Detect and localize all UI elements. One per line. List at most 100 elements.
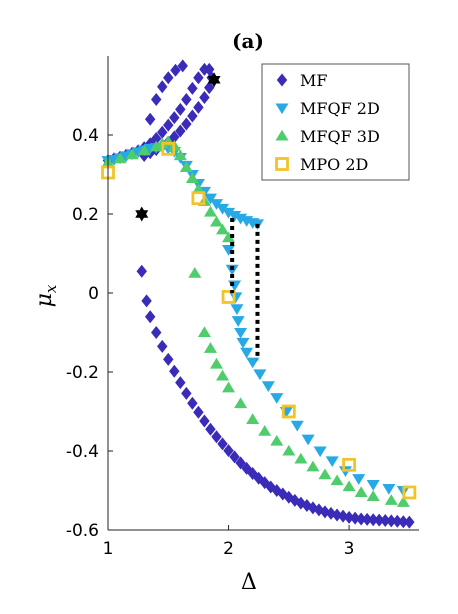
data-point: [203, 205, 217, 217]
data-point: [234, 327, 248, 339]
data-point: [228, 211, 242, 222]
data-point: [222, 245, 236, 256]
chart-title: (a): [232, 29, 264, 53]
x-tick-label: 1: [103, 539, 114, 559]
data-point: [301, 434, 315, 446]
data-point: [209, 215, 223, 227]
data-point: [235, 456, 246, 470]
data-point: [229, 292, 243, 304]
data-point: [231, 316, 245, 327]
data-point: [367, 513, 379, 527]
legend-label: MFQF 2D: [300, 99, 380, 118]
data-point: [246, 357, 260, 369]
data-point: [157, 80, 168, 94]
data-point: [163, 352, 174, 366]
data-point: [179, 161, 193, 172]
data-point: [223, 444, 234, 458]
data-point: [205, 422, 216, 436]
y-tick-label: -0.6: [66, 521, 99, 541]
data-point: [217, 437, 228, 451]
data-point: [193, 71, 204, 85]
data-point: [144, 112, 156, 126]
data-marks: [101, 59, 417, 529]
y-axis-label-main: μ: [32, 293, 57, 307]
data-point: [141, 294, 152, 308]
data-point: [204, 81, 215, 95]
data-point: [325, 456, 339, 468]
legend: MF MFQF 2D MFQF 3D MPO 2D: [261, 63, 410, 181]
data-point: [144, 310, 156, 324]
y-axis-label-sub: x: [42, 284, 60, 293]
data-point: [342, 480, 356, 492]
data-point: [382, 483, 396, 495]
data-point: [282, 444, 296, 456]
data-point: [246, 413, 260, 424]
data-point: [396, 496, 410, 507]
data-point: [163, 118, 174, 132]
legend-label: MFQF 3D: [300, 127, 380, 146]
data-point: [211, 430, 222, 444]
legend-marker: [275, 157, 289, 171]
data-point: [181, 386, 192, 400]
data-point: [187, 109, 198, 123]
data-point: [125, 148, 139, 160]
data-point: [137, 144, 151, 156]
data-point: [234, 397, 248, 409]
data-point: [203, 342, 217, 353]
data-point: [319, 505, 331, 519]
data-point: [209, 357, 223, 369]
data-point: [199, 90, 210, 104]
data-point: [240, 347, 254, 359]
y-tick-label: -0.4: [66, 442, 99, 462]
data-point: [402, 485, 417, 500]
data-point: [177, 59, 188, 73]
data-point: [187, 396, 198, 410]
data-point: [229, 450, 240, 464]
data-point: [191, 191, 206, 206]
data-point: [136, 264, 147, 278]
data-point: [349, 511, 361, 525]
data-point: [253, 369, 267, 381]
hexagram-part: [135, 210, 149, 222]
data-point: [261, 381, 275, 392]
data-point: [169, 364, 180, 378]
x-tick-label: 3: [344, 539, 355, 559]
data-point: [342, 457, 356, 472]
legend-item: MF: [276, 71, 327, 90]
data-point: [157, 125, 168, 139]
data-point: [230, 304, 244, 315]
legend-label: MPO 2D: [300, 155, 368, 174]
y-axis-label: μx: [32, 284, 60, 307]
data-point: [236, 337, 250, 349]
y-tick-label: 0: [88, 284, 99, 304]
data-point: [175, 102, 186, 116]
data-point: [216, 223, 230, 235]
data-point: [352, 474, 366, 485]
data-point: [270, 393, 284, 404]
data-point: [392, 514, 403, 528]
y-tick-label: 0.2: [72, 205, 99, 225]
data-point: [199, 414, 210, 428]
data-point: [258, 425, 272, 436]
data-point: [175, 376, 186, 390]
data-point: [187, 81, 198, 95]
data-point: [163, 71, 174, 85]
y-tick-label: 0.4: [72, 126, 99, 146]
legend-marker: [275, 103, 289, 115]
x-axis-label: Δ: [241, 570, 257, 595]
data-point: [193, 100, 204, 114]
data-point: [386, 514, 397, 528]
data-point: [151, 92, 162, 106]
y-axis-label-group: μx: [32, 284, 60, 307]
data-point: [221, 290, 236, 304]
data-point: [398, 515, 409, 529]
data-point: [151, 326, 162, 339]
legend-marker: [276, 73, 288, 87]
data-point: [290, 420, 304, 432]
data-point: [151, 132, 162, 146]
data-point: [355, 512, 367, 526]
data-point: [294, 452, 308, 464]
data-point: [354, 486, 368, 498]
data-point: [185, 172, 199, 183]
